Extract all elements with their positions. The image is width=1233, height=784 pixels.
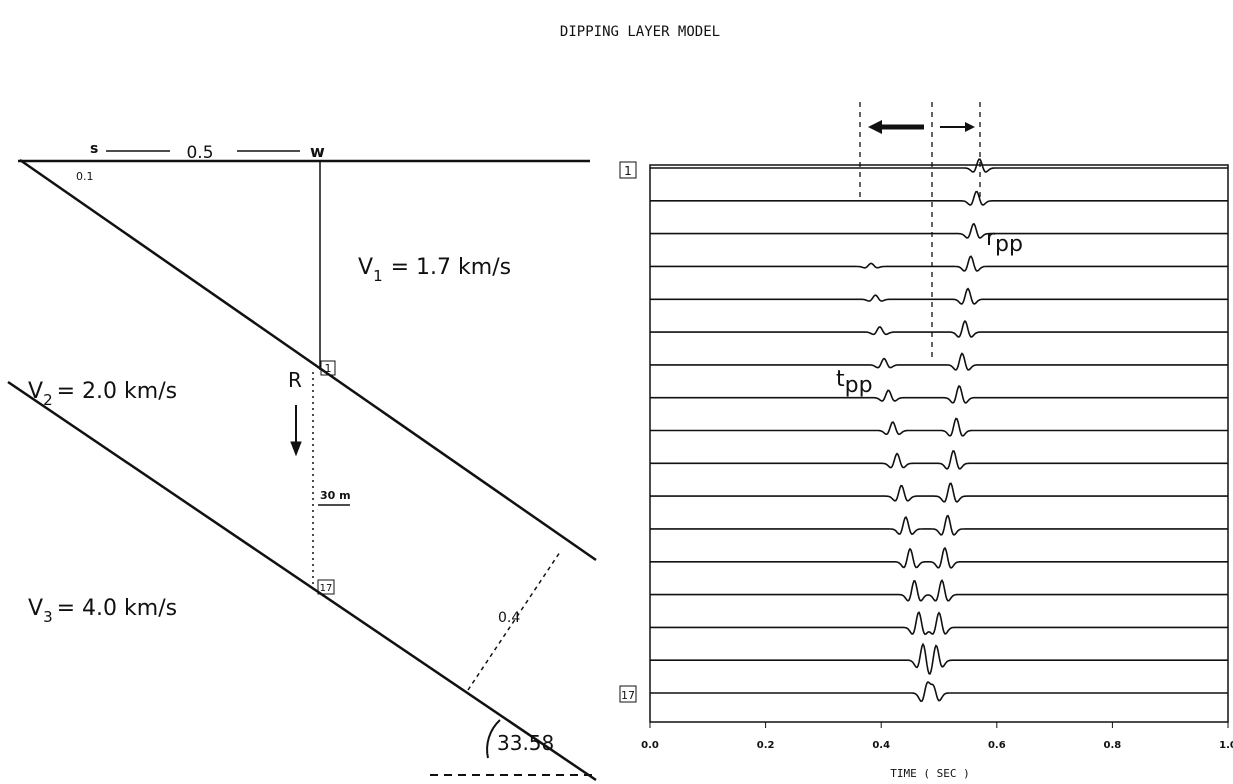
spacing-label: 30 m [320,489,351,502]
trace [650,482,1228,503]
offset-label: 0.5 [186,143,213,163]
x-tick-label: 0.4 [872,740,890,751]
last-receiver: 17 [320,583,333,594]
receiver-label: R [288,368,302,392]
trace [650,611,1228,636]
trace [650,514,1228,536]
layer-1: V1 = 1.7 km/s [358,255,511,285]
first-receiver: 1 [325,362,332,375]
well-label: w [310,142,325,161]
trace [650,190,1228,206]
x-tick-label: 1.0 [1219,740,1233,751]
x-axis-label: TIME ( SEC ) [890,767,969,780]
trace [650,255,1228,272]
dip-label: 33.58 [497,731,554,755]
x-tick-label: 0.0 [641,740,659,751]
thickness-label: 0.4 [498,610,520,626]
phase-label: tpp [836,367,873,398]
x-tick-label: 0.6 [988,740,1006,751]
layer-3: V3 = 4.0 km/s [28,596,177,626]
receiver-box [320,360,336,376]
trace [650,384,1228,404]
last-trace: 17 [621,689,635,702]
source-label: s [90,141,98,157]
receiver-box [317,579,335,595]
trace [650,578,1228,602]
phase-label: rpp [986,226,1023,257]
trace [650,352,1228,371]
trace [650,546,1228,569]
title: DIPPING LAYER MODEL [560,24,720,40]
model-lines [7,150,597,782]
x-tick-label: 0.8 [1104,740,1122,751]
trace [650,319,1228,338]
trace [650,158,1228,173]
trace [650,287,1228,305]
depth-label: 0.1 [76,170,94,183]
trace [650,450,1228,470]
x-tick-label: 0.2 [757,740,775,751]
first-trace: 1 [624,164,632,178]
trace [650,417,1228,437]
trace [650,681,1228,703]
seismogram [619,102,1229,723]
trace [650,222,1228,239]
layer-2: V2 = 2.0 km/s [28,379,177,409]
trace [650,642,1228,675]
